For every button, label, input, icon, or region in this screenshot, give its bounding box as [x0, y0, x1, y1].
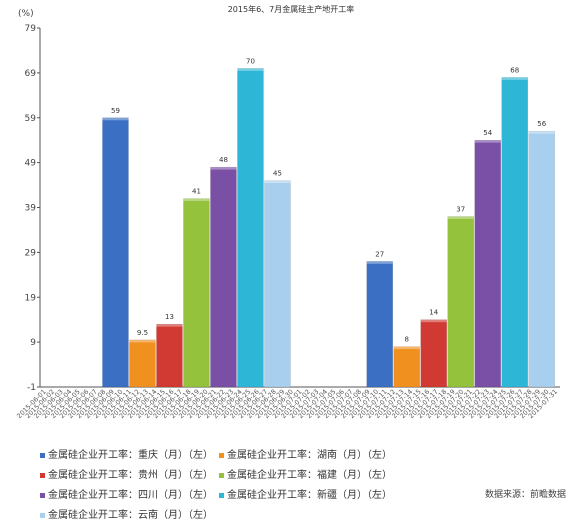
legend-marker [40, 472, 45, 478]
y-tick-label: 29 [25, 248, 37, 258]
bar-highlight [237, 68, 264, 71]
legend-label: 金属硅企业开工率：重庆（月）（左） [48, 450, 213, 461]
y-tick-label: 59 [25, 114, 37, 124]
legend-item: 金属硅企业开工率：云南（月）（左） [40, 506, 213, 526]
legend-marker [219, 472, 224, 478]
y-tick-label: 19 [25, 293, 37, 303]
bar-highlight [129, 339, 156, 343]
legend-item: 金属硅企业开工率：贵州（月）（左） [40, 466, 213, 486]
legend-marker [219, 492, 224, 498]
data-label: 54 [483, 129, 492, 137]
bar-highlight [102, 117, 129, 121]
bar [264, 180, 291, 388]
bar [210, 166, 237, 388]
bar-highlight [501, 77, 528, 80]
bar [393, 346, 420, 388]
legend: 金属硅企业开工率：重庆（月）（左） 金属硅企业开工率：湖南（月）（左） 金属硅企业开… [40, 446, 570, 526]
bar-highlight [366, 261, 393, 264]
bar [528, 130, 555, 388]
legend-marker [40, 512, 45, 518]
data-label: 41 [192, 188, 201, 196]
legend-label: 金属硅企业开工率：四川（月）（左） [48, 490, 213, 501]
bar-highlight [156, 324, 183, 327]
legend-marker [40, 492, 45, 498]
legend-label: 金属硅企业开工率：贵州（月）（左） [48, 470, 213, 481]
legend-label: 金属硅企业开工率：云南（月）（左） [48, 510, 213, 521]
legend-marker [40, 452, 45, 458]
data-label: 9.5 [137, 329, 148, 337]
y-tick-label: 49 [25, 159, 37, 169]
data-label: 48 [219, 156, 228, 164]
data-label: 56 [537, 120, 546, 128]
bar-highlight [183, 198, 210, 202]
bar-highlight [474, 140, 501, 143]
bar-highlight [528, 131, 555, 134]
bar [237, 68, 264, 388]
legend-label: 金属硅企业开工率：福建（月）（左） [227, 470, 392, 481]
legend-item: 金属硅企业开工率：福建（月）（左） [219, 466, 392, 486]
bar [474, 139, 501, 388]
y-tick-label: 69 [25, 69, 37, 79]
y-axis-label: (%) [18, 9, 34, 19]
bar [366, 261, 393, 388]
data-source: 数据来源：前瞻数据 [484, 490, 566, 500]
bar-highlight [264, 180, 291, 184]
data-label: 68 [510, 66, 519, 74]
legend-item: 金属硅企业开工率：新疆（月）（左） [219, 486, 392, 506]
data-label: 14 [429, 309, 438, 317]
bar [183, 198, 210, 388]
legend-marker [219, 452, 224, 458]
legend-label: 金属硅企业开工率：新疆（月）（左） [227, 490, 392, 501]
data-label: 8 [405, 336, 409, 344]
legend-item: 金属硅企业开工率：湖南（月）（左） [219, 446, 392, 466]
x-axis: 2015-06-012015-06-022015-06-032015-06-04… [15, 386, 560, 420]
bar [156, 323, 183, 388]
chart-title: 2015年6、7月金属硅主产地开工率 [228, 4, 355, 14]
data-label: 59 [111, 107, 120, 115]
data-label: 70 [246, 57, 255, 65]
bar-highlight [210, 167, 237, 170]
bar [501, 77, 528, 388]
bar-highlight [393, 346, 420, 350]
bar [102, 117, 129, 388]
bar [447, 216, 474, 388]
y-tick-label: 79 [25, 24, 37, 34]
bar-highlight [420, 319, 447, 323]
y-tick-label: -1 [27, 383, 36, 393]
bar-highlight [447, 216, 474, 219]
data-label: 13 [165, 313, 174, 321]
bar [129, 339, 156, 388]
y-tick-label: 39 [25, 204, 37, 214]
chart: 2015年6、7月金属硅主产地开工率 (%) -1 9 19 29 39 49 59 69 79… [15, 4, 560, 420]
data-label: 37 [456, 205, 465, 213]
legend-label: 金属硅企业开工率：湖南（月）（左） [227, 450, 392, 461]
bars: 59 9.5 13 41 48 70 45 27 8 14 37 54 68 56 [102, 57, 555, 388]
legend-item: 金属硅企业开工率：四川（月）（左） [40, 486, 213, 506]
data-label: 45 [273, 170, 282, 178]
data-label: 27 [375, 250, 384, 258]
legend-item: 金属硅企业开工率：重庆（月）（左） [40, 446, 213, 466]
y-tick-label: 9 [30, 338, 36, 348]
y-axis: -1 9 19 29 39 49 59 69 79 [25, 24, 41, 393]
bar [420, 319, 447, 388]
